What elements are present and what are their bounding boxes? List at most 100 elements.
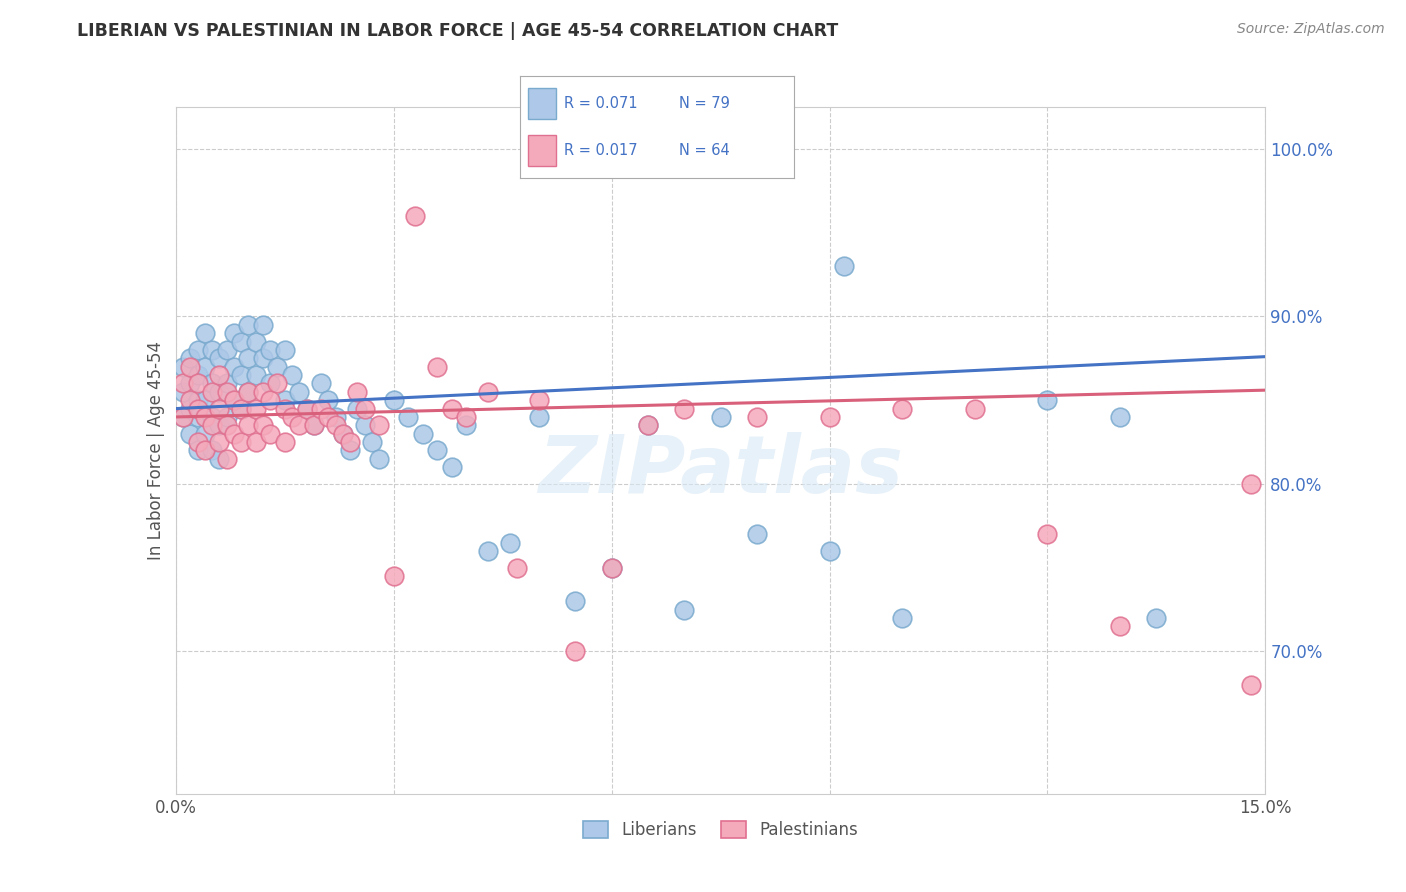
Liberians [318, 393, 340, 408]
Y-axis label: In Labor Force | Age 45-54: In Labor Force | Age 45-54 [146, 341, 165, 560]
Palestinians [637, 418, 659, 433]
Liberians [818, 544, 841, 558]
Palestinians [259, 393, 281, 408]
Liberians [222, 326, 245, 341]
Liberians [201, 376, 224, 391]
Palestinians [325, 418, 347, 433]
Palestinians [231, 435, 253, 450]
Palestinians [266, 376, 288, 391]
Palestinians [194, 443, 217, 458]
Liberians [231, 368, 253, 382]
Text: R = 0.017: R = 0.017 [564, 144, 638, 158]
Liberians [346, 401, 368, 416]
Liberians [186, 443, 209, 458]
Liberians [194, 426, 217, 441]
Palestinians [215, 418, 238, 433]
Liberians [477, 544, 499, 558]
Liberians [222, 359, 245, 374]
Text: N = 64: N = 64 [679, 144, 730, 158]
Liberians [238, 351, 260, 366]
Liberians [231, 334, 253, 349]
Palestinians [339, 435, 361, 450]
Palestinians [245, 435, 267, 450]
Palestinians [215, 384, 238, 399]
Palestinians [238, 418, 260, 433]
Palestinians [208, 401, 231, 416]
Liberians [1109, 409, 1132, 424]
Palestinians [600, 560, 623, 574]
Liberians [194, 326, 217, 341]
Palestinians [673, 401, 696, 416]
Liberians [891, 611, 914, 625]
Liberians [426, 443, 449, 458]
Liberians [745, 527, 768, 541]
Liberians [368, 451, 391, 466]
Liberians [274, 393, 297, 408]
Liberians [179, 426, 201, 441]
Palestinians [426, 359, 449, 374]
Palestinians [1109, 619, 1132, 633]
Palestinians [274, 401, 297, 416]
Liberians [231, 401, 253, 416]
Liberians [266, 359, 288, 374]
Liberians [208, 384, 231, 399]
Liberians [186, 409, 209, 424]
Palestinians [222, 393, 245, 408]
Palestinians [382, 569, 405, 583]
Liberians [274, 343, 297, 357]
Liberians [259, 376, 281, 391]
Liberians [179, 351, 201, 366]
Palestinians [281, 409, 304, 424]
Liberians [215, 409, 238, 424]
Liberians [201, 443, 224, 458]
Liberians [201, 409, 224, 424]
Palestinians [208, 435, 231, 450]
Liberians [172, 384, 194, 399]
Palestinians [231, 401, 253, 416]
Palestinians [527, 393, 550, 408]
Liberians [456, 418, 478, 433]
FancyBboxPatch shape [529, 88, 555, 119]
Palestinians [274, 435, 297, 450]
Palestinians [456, 409, 478, 424]
Liberians [325, 409, 347, 424]
Liberians [302, 418, 325, 433]
Palestinians [179, 393, 201, 408]
Palestinians [318, 409, 340, 424]
Liberians [600, 560, 623, 574]
Palestinians [477, 384, 499, 399]
Liberians [245, 334, 267, 349]
Liberians [673, 602, 696, 616]
Liberians [412, 426, 434, 441]
Liberians [238, 318, 260, 332]
Liberians [564, 594, 586, 608]
Liberians [186, 393, 209, 408]
Palestinians [963, 401, 986, 416]
Palestinians [238, 384, 260, 399]
Palestinians [215, 451, 238, 466]
Palestinians [745, 409, 768, 424]
Palestinians [346, 384, 368, 399]
Palestinians [208, 368, 231, 382]
Palestinians [186, 376, 209, 391]
Liberians [222, 393, 245, 408]
Liberians [252, 351, 274, 366]
Palestinians [440, 401, 463, 416]
Palestinians [405, 209, 427, 223]
Palestinians [252, 384, 274, 399]
Liberians [194, 393, 217, 408]
Liberians [339, 443, 361, 458]
Palestinians [818, 409, 841, 424]
Liberians [281, 368, 304, 382]
Palestinians [172, 376, 194, 391]
Liberians [637, 418, 659, 433]
Liberians [245, 368, 267, 382]
Text: N = 79: N = 79 [679, 96, 730, 111]
Palestinians [1240, 678, 1263, 692]
Liberians [1146, 611, 1168, 625]
Text: Source: ZipAtlas.com: Source: ZipAtlas.com [1237, 22, 1385, 37]
Palestinians [309, 401, 332, 416]
Palestinians [891, 401, 914, 416]
Text: ZIPatlas: ZIPatlas [538, 432, 903, 510]
Liberians [353, 418, 375, 433]
